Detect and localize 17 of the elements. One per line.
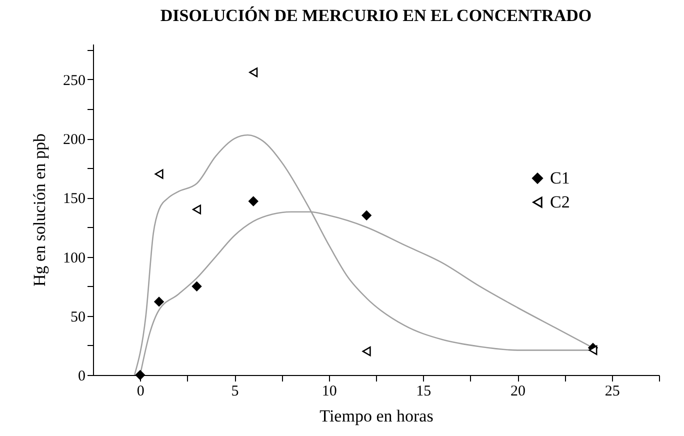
legend-label: C1 — [550, 168, 570, 188]
x-tick-label: 5 — [231, 384, 239, 400]
x-axis-title: Tiempo en horas — [320, 406, 434, 426]
y-tick-label: 100 — [63, 250, 86, 266]
y-axis-title: Hg en solución en ppb — [30, 134, 49, 286]
legend-label: C2 — [550, 192, 570, 212]
x-tick-label: 25 — [604, 384, 620, 400]
y-tick-label: 200 — [63, 132, 86, 148]
x-tick-label: 15 — [416, 384, 432, 400]
x-tick-label: 20 — [510, 384, 526, 400]
chart-title: DISOLUCIÓN DE MERCURIO EN EL CONCENTRADO — [160, 6, 592, 25]
x-tick-label: 0 — [136, 384, 144, 400]
y-tick-label: 0 — [78, 368, 86, 384]
y-tick-label: 50 — [70, 309, 86, 326]
y-tick-label: 250 — [63, 72, 86, 89]
x-tick-label: 10 — [322, 384, 337, 400]
y-tick-label: 150 — [63, 191, 86, 208]
